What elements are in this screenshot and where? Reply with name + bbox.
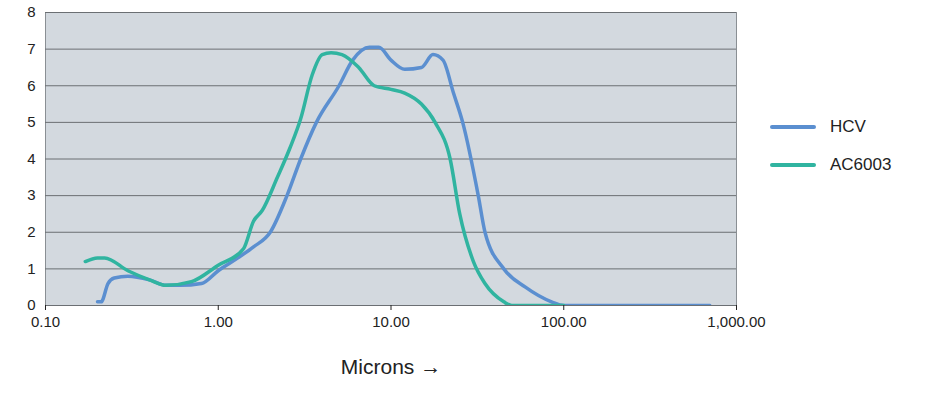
svg-text:0.10: 0.10 [31, 313, 60, 330]
svg-text:1,000.00: 1,000.00 [707, 313, 765, 330]
svg-text:6: 6 [27, 77, 35, 94]
svg-text:3: 3 [27, 186, 35, 203]
svg-text:1.00: 1.00 [204, 313, 233, 330]
svg-text:2: 2 [27, 223, 35, 240]
svg-text:Microns →: Microns → [341, 355, 441, 378]
svg-text:8: 8 [27, 3, 35, 20]
svg-text:0: 0 [27, 296, 35, 313]
svg-text:5: 5 [27, 113, 35, 130]
svg-text:10.00: 10.00 [372, 313, 410, 330]
svg-text:4: 4 [27, 150, 35, 167]
svg-text:100.00: 100.00 [541, 313, 587, 330]
html-text:AC6003: AC6003 [830, 155, 892, 174]
html-text:HCV: HCV [830, 117, 866, 136]
svg-text:7: 7 [27, 40, 35, 57]
svg-text:1: 1 [27, 260, 35, 277]
